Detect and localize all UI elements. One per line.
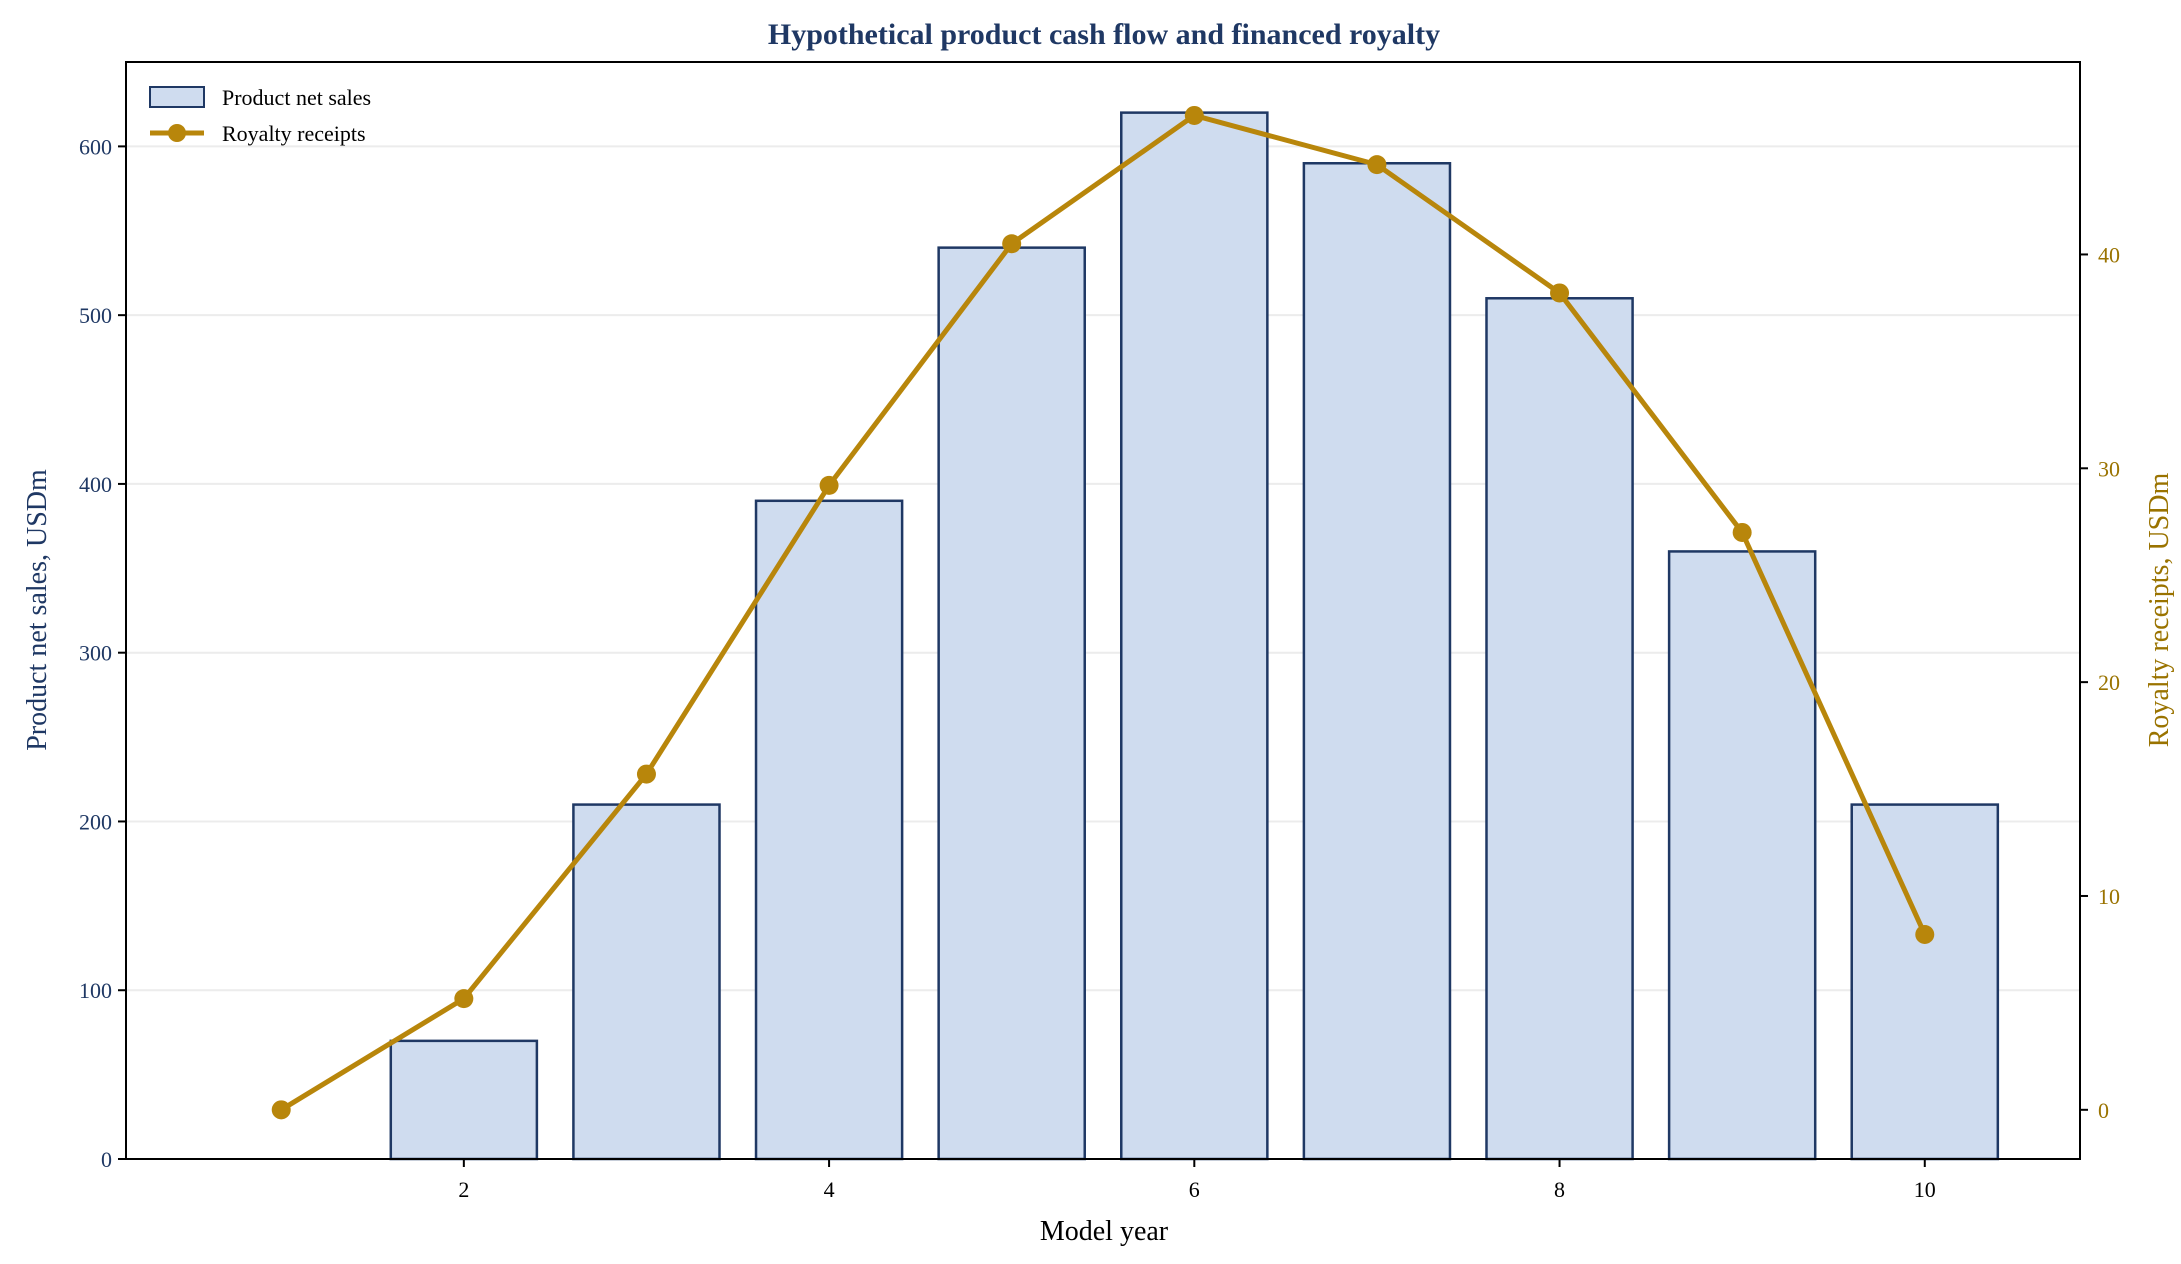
left-tick-label: 300 [79,641,112,666]
royalty-point [271,1100,291,1120]
left-axis-label: Product net sales, USDm [22,469,53,751]
x-tick-label: 8 [1554,1177,1565,1202]
bar [1850,803,2000,1161]
legend-label-sales: Product net sales [222,85,371,110]
left-tick-label: 100 [79,978,112,1003]
royalty-point [454,989,474,1009]
bar-series [389,111,2000,1161]
right-tick-label: 0 [2098,1098,2109,1123]
legend-label-royalty: Royalty receipts [222,121,366,146]
right-axis-ticks: 0 10 20 30 40 [2080,242,2120,1123]
bar [389,1039,539,1161]
royalty-point [1550,283,1570,303]
bar [1485,297,1634,1161]
royalty-point [1915,924,1935,944]
chart-title: Hypothetical product cash flow and finan… [768,18,1440,51]
x-tick-label: 4 [824,1177,835,1202]
x-tick-label: 10 [1914,1177,1936,1202]
royalty-point [636,764,656,784]
left-tick-label: 400 [79,472,112,497]
legend-marker-royalty [168,124,186,142]
left-tick-label: 600 [79,134,112,159]
x-tick-label: 2 [458,1177,469,1202]
bar [1302,162,1452,1161]
bar [937,246,1086,1161]
royalty-point [1002,234,1022,254]
royalty-line [279,112,1928,1112]
x-tick-label: 6 [1189,1177,1200,1202]
left-axis-ticks: 0 100 200 300 400 500 600 [79,134,126,1172]
right-tick-label: 30 [2098,456,2120,481]
legend: Product net sales Royalty receipts [149,85,371,146]
line-series [271,105,1935,1120]
royalty-point [1184,105,1204,125]
left-tick-label: 0 [101,1147,112,1172]
right-tick-label: 10 [2098,884,2120,909]
royalty-point [819,475,839,495]
right-axis-label: Royalty receipts, USDm [2144,473,2175,748]
left-tick-label: 200 [79,809,112,834]
right-tick-label: 20 [2098,670,2120,695]
plot-frame [125,61,2081,1160]
bar [572,803,721,1161]
bar [1120,111,1269,1161]
legend-swatch-sales [149,86,205,108]
left-tick-label: 500 [79,303,112,328]
x-axis-ticks: 2 4 6 8 10 [458,1159,1936,1202]
bar [754,499,904,1161]
royalty-point [1367,155,1387,175]
right-tick-label: 40 [2098,242,2120,267]
royalty-point [1732,522,1752,542]
x-axis-label: Model year [1040,1216,1169,1247]
